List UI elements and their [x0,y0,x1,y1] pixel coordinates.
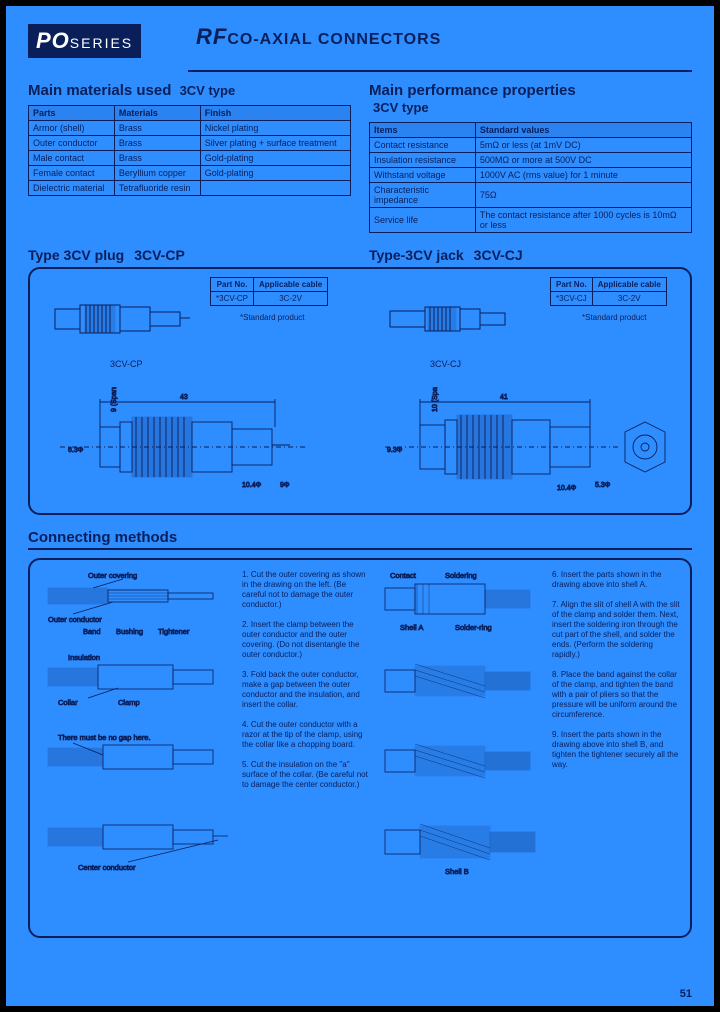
connecting-box: Outer covering Outer conductor Band Bush… [28,558,692,938]
instructions-right: 6. Insert the parts shown in the drawing… [552,570,680,770]
jack-mini-table: Part No.Applicable cable *3CV-CJ3C-2V [550,277,667,306]
performance-table: Items Standard values Contact resistance… [369,122,692,233]
svg-text:Band: Band [83,627,101,636]
performance-title: Main performance properties 3CV type [369,82,692,116]
svg-text:6.3Φ: 6.3Φ [68,447,84,454]
svg-text:9.3Φ: 9.3Φ [387,447,403,454]
connecting-heading: Connecting methods [28,529,692,550]
svg-text:10.4Φ: 10.4Φ [557,485,577,492]
plug-title: Type 3CV plug3CV-CP [28,247,351,263]
type-diagram-box: Part No.Applicable cable *3CV-CP3C-2V *S… [28,267,692,515]
svg-text:Solder-ring: Solder-ring [455,623,492,632]
badge-main: PO [36,28,70,53]
instructions-left: 1. Cut the outer covering as shown in th… [242,570,370,790]
svg-text:10 (Spanner width): 10 (Spanner width) [432,387,439,412]
svg-text:43: 43 [180,394,188,401]
svg-text:Bushing: Bushing [116,627,143,636]
svg-text:Shell B: Shell B [445,867,469,876]
svg-text:Center conductor: Center conductor [78,863,136,872]
badge-sub: SERIES [70,35,133,51]
svg-text:There must be no gap here.: There must be no gap here. [58,733,151,742]
plug-3d-icon [50,287,200,352]
series-badge: POSERIES [28,24,141,58]
page-number: 51 [680,988,692,1000]
title-main: RF [196,24,227,49]
header-underline [188,70,692,72]
svg-text:9 (Spanner width): 9 (Spanner width) [111,387,118,412]
jack-3d-icon [385,287,525,352]
jack-title: Type-3CV jack3CV-CJ [369,247,692,263]
right-diagrams: Contact Soldering Shell A Solder-ring [375,570,550,930]
svg-text:Outer conductor: Outer conductor [48,615,102,624]
svg-text:Contact: Contact [390,571,417,580]
plug-label: 3CV-CP [110,359,143,369]
title-sub: CO-AXIAL CONNECTORS [227,31,441,48]
svg-text:9Φ: 9Φ [280,482,290,489]
svg-text:Soldering: Soldering [445,571,477,580]
svg-text:5.3Φ: 5.3Φ [595,482,611,489]
plug-mini-table: Part No.Applicable cable *3CV-CP3C-2V [210,277,328,306]
materials-title: Main materials used 3CV type [28,82,351,99]
jack-label: 3CV-CJ [430,359,461,369]
svg-text:41: 41 [500,394,508,401]
svg-text:Insulation: Insulation [68,653,100,662]
svg-text:Collar: Collar [58,698,78,707]
page-title: RFCO-AXIAL CONNECTORS [196,24,441,50]
svg-text:Outer covering: Outer covering [88,571,137,580]
materials-table: Parts Materials Finish Armor (shell)Bras… [28,105,351,196]
plug-drawing: 43 6.3Φ 9 (Spanner width) 10.4Φ 9Φ [50,387,340,507]
plug-std-note: *Standard product [240,313,305,322]
svg-text:Tightener: Tightener [158,627,190,636]
svg-text:Clamp: Clamp [118,698,140,707]
left-diagrams: Outer covering Outer conductor Band Bush… [38,570,238,930]
svg-text:10.4Φ: 10.4Φ [242,482,262,489]
jack-std-note: *Standard product [582,313,647,322]
svg-text:Shell A: Shell A [400,623,423,632]
jack-drawing: 41 9.3Φ 10 (Spanner width) 5.3Φ 10.4Φ [375,387,685,507]
